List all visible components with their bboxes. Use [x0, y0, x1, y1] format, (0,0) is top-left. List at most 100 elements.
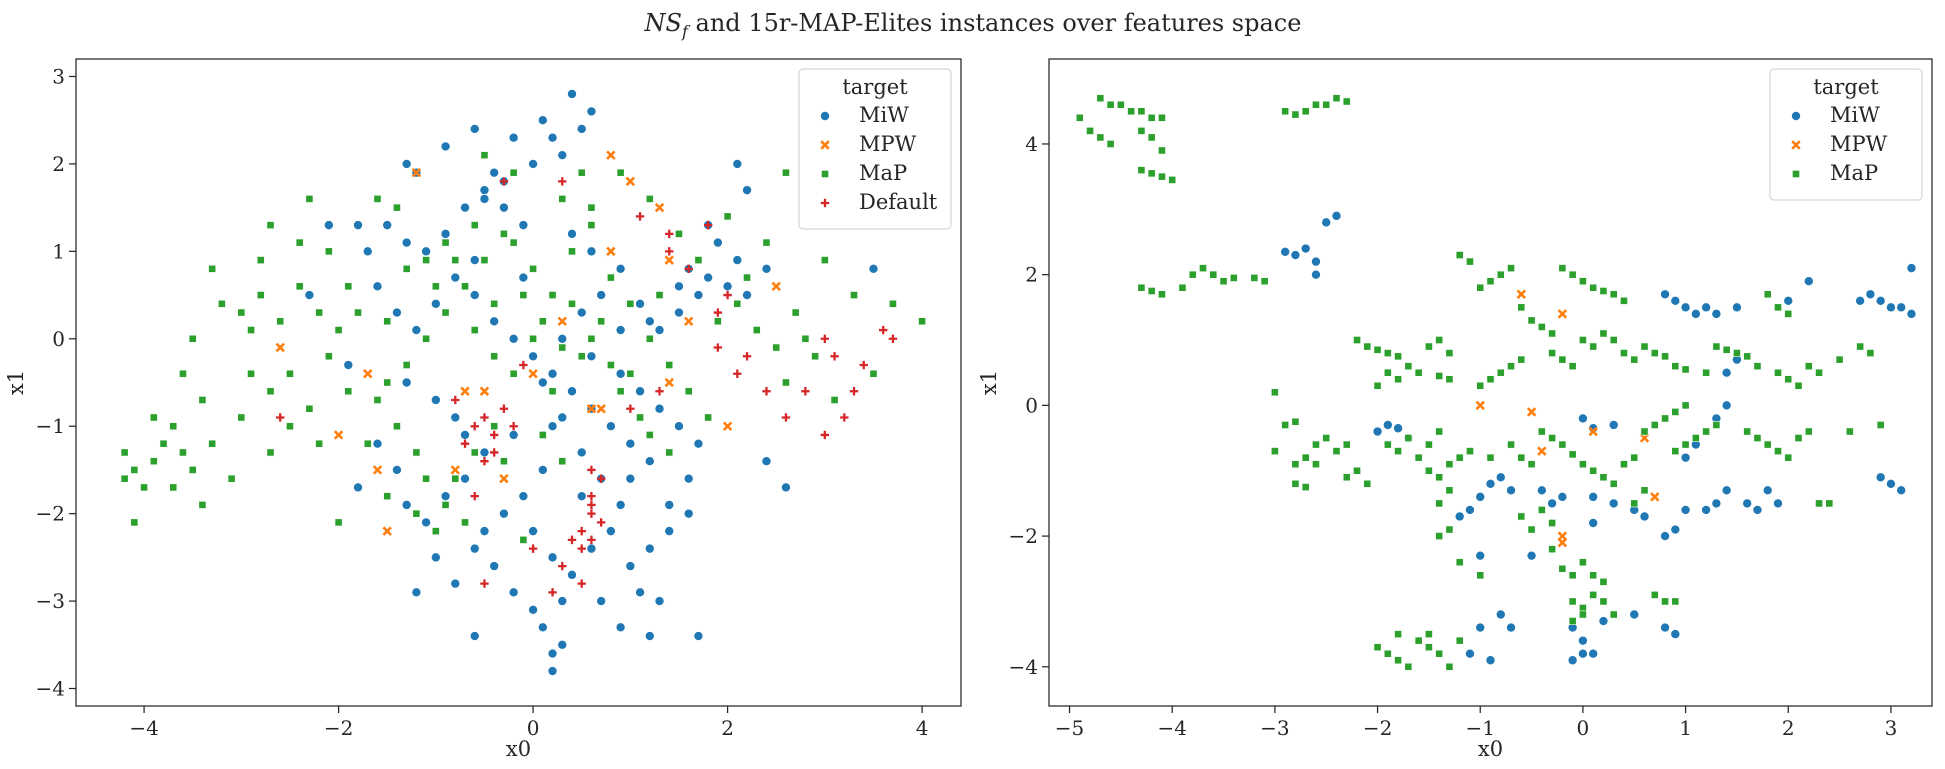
right-point-map [1558, 564, 1567, 573]
left-point-map [149, 457, 158, 466]
left-point-default [470, 491, 479, 501]
left-point-miw [576, 307, 587, 318]
right-point-map [1579, 460, 1587, 469]
right-point-map [1147, 113, 1156, 122]
left-point-miw [528, 526, 539, 537]
left-point-miw [460, 473, 471, 484]
right-point-map [1291, 110, 1300, 119]
right-point-map [1763, 290, 1772, 299]
left-point-map [801, 334, 810, 343]
left-point-default [762, 387, 771, 396]
right-point-miw [1629, 609, 1640, 620]
left-point-miw [596, 596, 607, 607]
right-y-tick-label: −4 [1009, 655, 1038, 679]
left-point-miw [547, 421, 558, 432]
right-point-map [1137, 107, 1146, 116]
left-point-map [538, 431, 547, 439]
right-point-map [1424, 643, 1433, 652]
left-point-map [383, 317, 392, 326]
left-point-miw [761, 456, 772, 467]
left-point-miw [362, 246, 373, 257]
left-point-miw [566, 228, 577, 239]
right-point-map [1568, 571, 1577, 580]
left-point-miw [576, 447, 587, 458]
right-y-tick-label: 0 [1025, 393, 1038, 417]
right-point-map [1640, 486, 1649, 495]
right-point-mpw [1639, 433, 1650, 443]
right-point-map [1270, 388, 1279, 397]
left-point-map [645, 334, 654, 343]
right-point-map [1455, 453, 1464, 462]
title-ns: NS [644, 9, 682, 37]
right-point-map [1455, 558, 1464, 567]
right-point-map [1517, 303, 1526, 312]
right-point-map [1322, 100, 1331, 109]
right-x-tick-label: 0 [1577, 716, 1590, 740]
left-point-default [587, 535, 596, 545]
left-point-miw [401, 237, 412, 248]
right-point-map [1414, 636, 1423, 645]
left-point-miw [635, 298, 646, 309]
right-point-map [1620, 460, 1628, 469]
right-point-map [1609, 290, 1618, 299]
right-point-map [1866, 349, 1875, 357]
right-point-miw [1588, 491, 1599, 502]
right-point-mpw [1588, 426, 1598, 437]
left-point-miw [528, 351, 539, 362]
right-point-map [1158, 146, 1166, 155]
left-point-miw [654, 325, 665, 336]
left-point-miw [508, 429, 519, 440]
left-point-default [558, 177, 567, 186]
left-point-miw [401, 499, 412, 510]
right-point-map [1579, 558, 1587, 567]
left-point-miw [372, 438, 383, 449]
left-point-mpw [557, 316, 567, 327]
left-point-miw [353, 482, 364, 493]
right-point-map [1599, 473, 1608, 482]
right-point-miw [1454, 511, 1465, 522]
right-point-map [1373, 381, 1382, 390]
left-point-map [286, 422, 294, 431]
left-point-default [635, 212, 645, 221]
right-point-map [1394, 630, 1402, 639]
right-point-map [1733, 349, 1741, 357]
left-scatter-panel: −4 −2 0 2 4 −4 −3 −2 −1 0 1 2 3 x0 x1 target MiW MPW… [4, 58, 962, 761]
left-point-map [509, 369, 518, 378]
right-point-miw [1526, 550, 1537, 561]
left-point-map [694, 256, 703, 264]
right-point-map [1815, 368, 1823, 377]
right-point-miw [1701, 504, 1712, 515]
left-point-map [490, 299, 499, 308]
left-point-map [295, 282, 304, 291]
left-point-miw [469, 123, 480, 134]
left-point-map [120, 474, 129, 483]
left-point-map [655, 291, 664, 299]
left-point-map [577, 352, 586, 361]
left-point-miw [566, 386, 577, 397]
left-point-map [149, 413, 158, 422]
left-point-map [529, 264, 537, 273]
right-point-map [1815, 499, 1823, 508]
right-point-map [1404, 662, 1413, 671]
left-point-map [889, 299, 897, 308]
right-point-mpw [1526, 407, 1537, 417]
right-point-mpw [1557, 531, 1568, 541]
left-point-default [684, 264, 693, 274]
left-point-miw [450, 272, 461, 283]
right-point-miw [1855, 295, 1866, 306]
left-point-mpw [450, 465, 461, 475]
left-point-miw [450, 578, 461, 589]
right-point-map [1548, 545, 1557, 554]
right-point-map [1455, 251, 1464, 259]
right-point-map [1291, 479, 1300, 488]
left-point-map [237, 308, 246, 317]
right-point-map [1496, 368, 1505, 377]
left-point-mpw [499, 473, 509, 484]
right-point-miw [1690, 308, 1701, 319]
left-point-map [665, 448, 674, 457]
right-point-map [1445, 525, 1454, 534]
right-point-map [1394, 375, 1402, 384]
right-point-map [1301, 107, 1310, 116]
right-point-map [1527, 525, 1536, 534]
left-point-default [703, 220, 713, 230]
